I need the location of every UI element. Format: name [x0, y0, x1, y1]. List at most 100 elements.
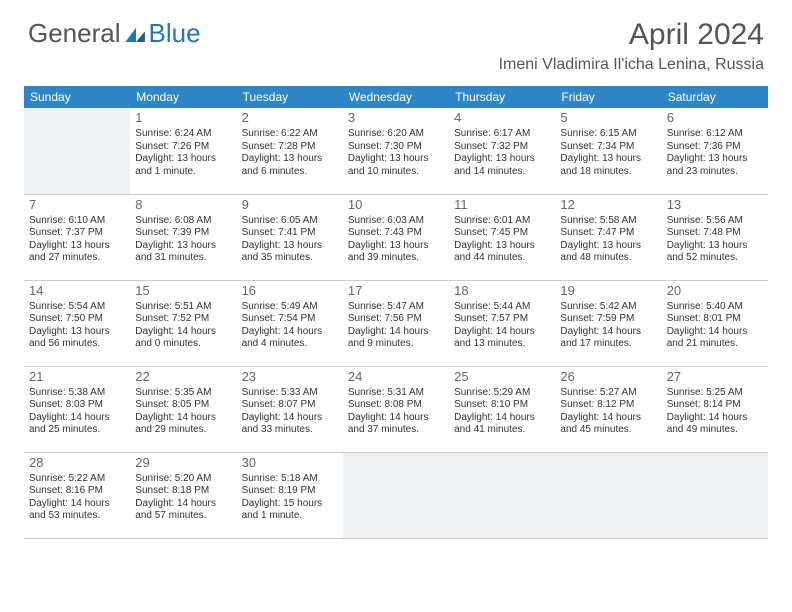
daylight-line: Daylight: 13 hours and 18 minutes. — [560, 153, 656, 178]
day-cell: 24Sunrise: 5:31 AMSunset: 8:08 PMDayligh… — [343, 366, 449, 452]
daylight-line: Daylight: 14 hours and 21 minutes. — [667, 326, 763, 351]
daylight-line: Daylight: 13 hours and 52 minutes. — [667, 240, 763, 265]
day-header: Tuesday — [237, 86, 343, 108]
day-number: 25 — [454, 369, 550, 385]
sunset-line: Sunset: 7:34 PM — [560, 141, 656, 154]
sunrise-line: Sunrise: 5:51 AM — [135, 301, 231, 314]
day-number: 1 — [135, 110, 231, 126]
sunrise-line: Sunrise: 5:44 AM — [454, 301, 550, 314]
day-number: 13 — [667, 197, 763, 213]
daylight-line: Daylight: 13 hours and 48 minutes. — [560, 240, 656, 265]
calendar-row: 1Sunrise: 6:24 AMSunset: 7:26 PMDaylight… — [24, 108, 768, 194]
sunrise-line: Sunrise: 5:22 AM — [29, 473, 125, 486]
sunrise-line: Sunrise: 5:47 AM — [348, 301, 444, 314]
empty-cell — [24, 108, 130, 194]
day-cell: 3Sunrise: 6:20 AMSunset: 7:30 PMDaylight… — [343, 108, 449, 194]
day-number: 15 — [135, 283, 231, 299]
sunset-line: Sunset: 7:56 PM — [348, 313, 444, 326]
daylight-line: Daylight: 13 hours and 23 minutes. — [667, 153, 763, 178]
day-number: 16 — [242, 283, 338, 299]
day-header: Friday — [555, 86, 661, 108]
day-cell: 22Sunrise: 5:35 AMSunset: 8:05 PMDayligh… — [130, 366, 236, 452]
day-number: 17 — [348, 283, 444, 299]
day-cell: 26Sunrise: 5:27 AMSunset: 8:12 PMDayligh… — [555, 366, 661, 452]
daylight-line: Daylight: 13 hours and 44 minutes. — [454, 240, 550, 265]
empty-cell — [449, 452, 555, 538]
daylight-line: Daylight: 14 hours and 49 minutes. — [667, 412, 763, 437]
sunrise-line: Sunrise: 5:42 AM — [560, 301, 656, 314]
sunrise-line: Sunrise: 6:20 AM — [348, 128, 444, 141]
daylight-line: Daylight: 14 hours and 29 minutes. — [135, 412, 231, 437]
daylight-line: Daylight: 13 hours and 39 minutes. — [348, 240, 444, 265]
day-cell: 12Sunrise: 5:58 AMSunset: 7:47 PMDayligh… — [555, 194, 661, 280]
daylight-line: Daylight: 14 hours and 0 minutes. — [135, 326, 231, 351]
daylight-line: Daylight: 13 hours and 6 minutes. — [242, 153, 338, 178]
calendar-table: SundayMondayTuesdayWednesdayThursdayFrid… — [24, 86, 768, 539]
sunset-line: Sunset: 7:54 PM — [242, 313, 338, 326]
day-number: 9 — [242, 197, 338, 213]
day-number: 6 — [667, 110, 763, 126]
daylight-line: Daylight: 13 hours and 14 minutes. — [454, 153, 550, 178]
daylight-line: Daylight: 14 hours and 13 minutes. — [454, 326, 550, 351]
sunset-line: Sunset: 7:43 PM — [348, 227, 444, 240]
sunset-line: Sunset: 8:08 PM — [348, 399, 444, 412]
sunrise-line: Sunrise: 5:31 AM — [348, 387, 444, 400]
calendar-body: 1Sunrise: 6:24 AMSunset: 7:26 PMDaylight… — [24, 108, 768, 538]
daylight-line: Daylight: 14 hours and 41 minutes. — [454, 412, 550, 437]
sunrise-line: Sunrise: 5:54 AM — [29, 301, 125, 314]
daylight-line: Daylight: 13 hours and 27 minutes. — [29, 240, 125, 265]
daylight-line: Daylight: 14 hours and 17 minutes. — [560, 326, 656, 351]
sunset-line: Sunset: 7:39 PM — [135, 227, 231, 240]
logo: General Blue — [28, 18, 201, 49]
day-cell: 23Sunrise: 5:33 AMSunset: 8:07 PMDayligh… — [237, 366, 343, 452]
sunrise-line: Sunrise: 6:12 AM — [667, 128, 763, 141]
sunrise-line: Sunrise: 5:29 AM — [454, 387, 550, 400]
day-header: Saturday — [662, 86, 768, 108]
sunrise-line: Sunrise: 6:10 AM — [29, 215, 125, 228]
day-number: 19 — [560, 283, 656, 299]
daylight-line: Daylight: 14 hours and 9 minutes. — [348, 326, 444, 351]
day-cell: 27Sunrise: 5:25 AMSunset: 8:14 PMDayligh… — [662, 366, 768, 452]
calendar-row: 28Sunrise: 5:22 AMSunset: 8:16 PMDayligh… — [24, 452, 768, 538]
day-cell: 21Sunrise: 5:38 AMSunset: 8:03 PMDayligh… — [24, 366, 130, 452]
month-title: April 2024 — [499, 18, 764, 52]
sunset-line: Sunset: 7:41 PM — [242, 227, 338, 240]
daylight-line: Daylight: 13 hours and 31 minutes. — [135, 240, 231, 265]
day-number: 24 — [348, 369, 444, 385]
day-cell: 14Sunrise: 5:54 AMSunset: 7:50 PMDayligh… — [24, 280, 130, 366]
sunset-line: Sunset: 8:18 PM — [135, 485, 231, 498]
daylight-line: Daylight: 14 hours and 57 minutes. — [135, 498, 231, 523]
day-number: 18 — [454, 283, 550, 299]
day-number: 29 — [135, 455, 231, 471]
empty-cell — [343, 452, 449, 538]
daylight-line: Daylight: 13 hours and 56 minutes. — [29, 326, 125, 351]
sunrise-line: Sunrise: 6:22 AM — [242, 128, 338, 141]
sunrise-line: Sunrise: 6:05 AM — [242, 215, 338, 228]
day-header: Sunday — [24, 86, 130, 108]
calendar-row: 21Sunrise: 5:38 AMSunset: 8:03 PMDayligh… — [24, 366, 768, 452]
daylight-line: Daylight: 13 hours and 1 minute. — [135, 153, 231, 178]
empty-cell — [555, 452, 661, 538]
day-cell: 4Sunrise: 6:17 AMSunset: 7:32 PMDaylight… — [449, 108, 555, 194]
day-number: 8 — [135, 197, 231, 213]
day-cell: 7Sunrise: 6:10 AMSunset: 7:37 PMDaylight… — [24, 194, 130, 280]
sunset-line: Sunset: 8:12 PM — [560, 399, 656, 412]
daylight-line: Daylight: 13 hours and 35 minutes. — [242, 240, 338, 265]
day-cell: 11Sunrise: 6:01 AMSunset: 7:45 PMDayligh… — [449, 194, 555, 280]
day-number: 23 — [242, 369, 338, 385]
day-number: 11 — [454, 197, 550, 213]
sunrise-line: Sunrise: 6:17 AM — [454, 128, 550, 141]
day-cell: 28Sunrise: 5:22 AMSunset: 8:16 PMDayligh… — [24, 452, 130, 538]
day-number: 27 — [667, 369, 763, 385]
day-number: 26 — [560, 369, 656, 385]
day-header: Thursday — [449, 86, 555, 108]
sunrise-line: Sunrise: 5:20 AM — [135, 473, 231, 486]
location-text: Imeni Vladimira Il'icha Lenina, Russia — [499, 56, 764, 74]
sunrise-line: Sunrise: 5:56 AM — [667, 215, 763, 228]
sunrise-line: Sunrise: 6:08 AM — [135, 215, 231, 228]
sunrise-line: Sunrise: 5:58 AM — [560, 215, 656, 228]
sunrise-line: Sunrise: 6:03 AM — [348, 215, 444, 228]
daylight-line: Daylight: 14 hours and 33 minutes. — [242, 412, 338, 437]
day-cell: 29 Sunrise: 5:20 AMSunset: 8:18 PMDayligh… — [130, 452, 236, 538]
sunset-line: Sunset: 8:10 PM — [454, 399, 550, 412]
